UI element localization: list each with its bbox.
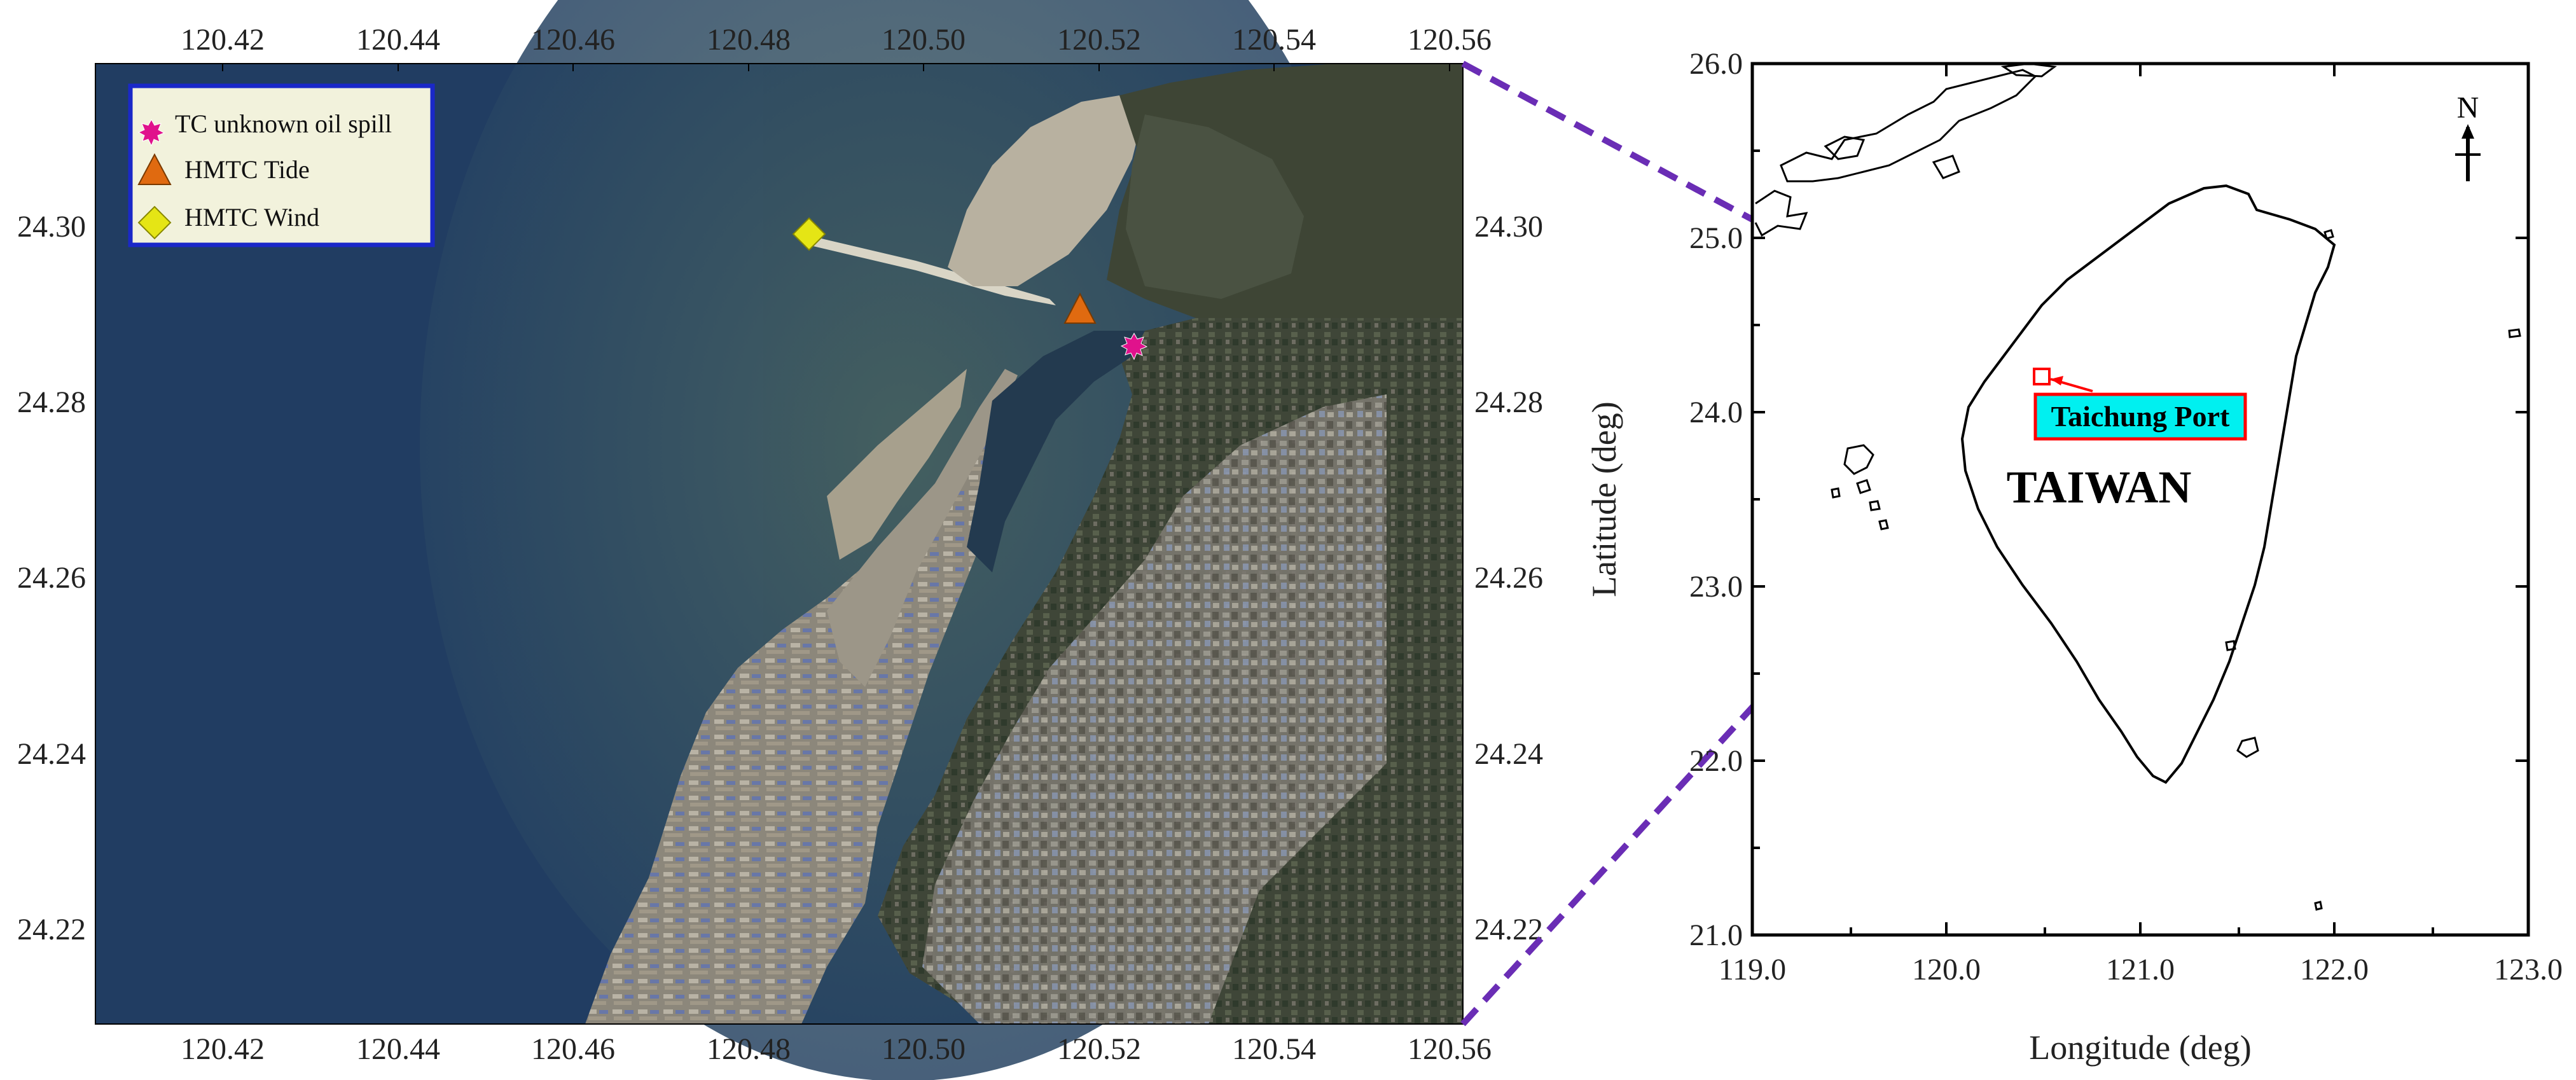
oil-spill-marker (1120, 332, 1148, 361)
mainland-coast (1754, 62, 2057, 237)
legend-wind-label: HMTC Wind (184, 203, 319, 232)
port-industrial-zone (585, 369, 1069, 1024)
x-tick-label: 122.0 (2300, 953, 2369, 987)
bottom-tick-label: 120.54 (1232, 1032, 1316, 1066)
satellite-map-panel: TC unknown oil spill HMTC Tide HMTC Wind (95, 0, 1464, 1080)
bottom-tick-label: 120.56 (1408, 1032, 1492, 1066)
y-tick-label: 22.0 (1689, 744, 1743, 778)
legend-box (128, 83, 435, 247)
x-tick-label: 120.0 (1912, 953, 1981, 987)
north-label: N (2457, 91, 2479, 125)
legend-tide-label: HMTC Tide (184, 155, 310, 184)
satellite-right-axis: 24.30 24.28 24.26 24.24 24.22 (1474, 210, 1543, 946)
port-basin (967, 331, 1145, 572)
right-tick-label: 24.28 (1474, 385, 1543, 419)
x-tick-label: 119.0 (1719, 953, 1786, 987)
north-arrow-icon: N (2455, 91, 2481, 181)
country-label: TAIWAN (2007, 462, 2192, 513)
port-label-box (2033, 392, 2247, 441)
bottom-tick-label: 120.48 (707, 1032, 791, 1066)
y-tick-label: 25.0 (1689, 221, 1743, 255)
bottom-tick-label: 120.46 (531, 1032, 615, 1066)
breakwater (808, 235, 1056, 305)
right-tick-label: 24.24 (1474, 737, 1543, 771)
bottom-tick-label: 120.50 (882, 1032, 966, 1066)
satellite-left-axis: 24.30 24.28 24.26 24.24 24.22 (17, 210, 86, 946)
diamond-icon (137, 205, 172, 240)
overview-x-axis: 119.0 120.0 121.0 122.0 123.0 Longitude … (1719, 953, 2563, 1067)
satellite-tick-marks (222, 64, 1450, 71)
overview-map-panel: Taichung Port TAIWAN N (1750, 62, 2530, 937)
right-tick-label: 24.30 (1474, 210, 1543, 244)
penghu-islands (1831, 444, 1889, 530)
right-tick-label: 24.22 (1474, 913, 1543, 946)
left-tick-label: 24.22 (17, 913, 86, 946)
overview-y-axis: 26.0 25.0 24.0 23.0 22.0 21.0 Latitude (… (1585, 47, 1743, 952)
north-sandbar (948, 95, 1145, 286)
left-tick-label: 24.28 (17, 385, 86, 419)
satellite-frame (95, 63, 1464, 1025)
taiwan-outline (1960, 184, 2336, 784)
arrow-head-icon (2051, 376, 2063, 385)
top-tick-label: 120.46 (531, 23, 615, 57)
satellite-legend: TC unknown oil spill HMTC Tide HMTC Wind (128, 83, 435, 247)
overview-tick-marks (1751, 62, 2530, 935)
top-tick-label: 120.48 (707, 23, 791, 57)
top-tick-label: 120.50 (882, 23, 966, 57)
small-islands (2225, 229, 2521, 911)
bottom-tick-label: 120.44 (356, 1032, 440, 1066)
island-cluster-north (1824, 135, 1960, 179)
top-tick-label: 120.56 (1408, 23, 1492, 57)
port-label: Taichung Port (2051, 400, 2230, 433)
right-tick-label: 24.26 (1474, 561, 1543, 595)
starburst-icon (137, 118, 165, 147)
urban-area (922, 394, 1387, 1024)
satellite-top-axis: 120.42 120.44 120.46 120.48 120.50 120.5… (181, 23, 1492, 57)
port-pier-west (827, 369, 1018, 687)
y-tick-label: 21.0 (1689, 918, 1743, 952)
y-tick-label: 24.0 (1689, 396, 1743, 429)
north-industrial (1126, 114, 1304, 299)
left-tick-label: 24.30 (17, 210, 86, 244)
x-axis-title: Longitude (deg) (2029, 1028, 2251, 1067)
top-tick-label: 120.52 (1057, 23, 1141, 57)
overview-frame (1750, 62, 2530, 937)
x-tick-label: 123.0 (2494, 953, 2563, 987)
left-tick-label: 24.26 (17, 561, 86, 595)
tide-station-marker (1063, 292, 1097, 324)
wind-station-marker (792, 217, 826, 251)
left-tick-label: 24.24 (17, 737, 86, 771)
satellite-bottom-axis: 120.42 120.44 120.46 120.48 120.50 120.5… (181, 1032, 1492, 1066)
top-tick-label: 120.44 (356, 23, 440, 57)
y-tick-label: 23.0 (1689, 570, 1743, 604)
bottom-tick-label: 120.42 (181, 1032, 265, 1066)
x-tick-label: 121.0 (2106, 953, 2175, 987)
y-axis-title: Latitude (deg) (1585, 401, 1623, 597)
bottom-tick-label: 120.52 (1057, 1032, 1141, 1066)
top-tick-label: 120.54 (1232, 23, 1316, 57)
top-tick-label: 120.42 (181, 23, 265, 57)
taichung-port-marker (2033, 368, 2051, 385)
y-tick-label: 26.0 (1689, 47, 1743, 81)
triangle-icon (137, 153, 172, 185)
legend-oil-spill-label: TC unknown oil spill (175, 109, 392, 138)
reclaimed-land (827, 369, 967, 560)
